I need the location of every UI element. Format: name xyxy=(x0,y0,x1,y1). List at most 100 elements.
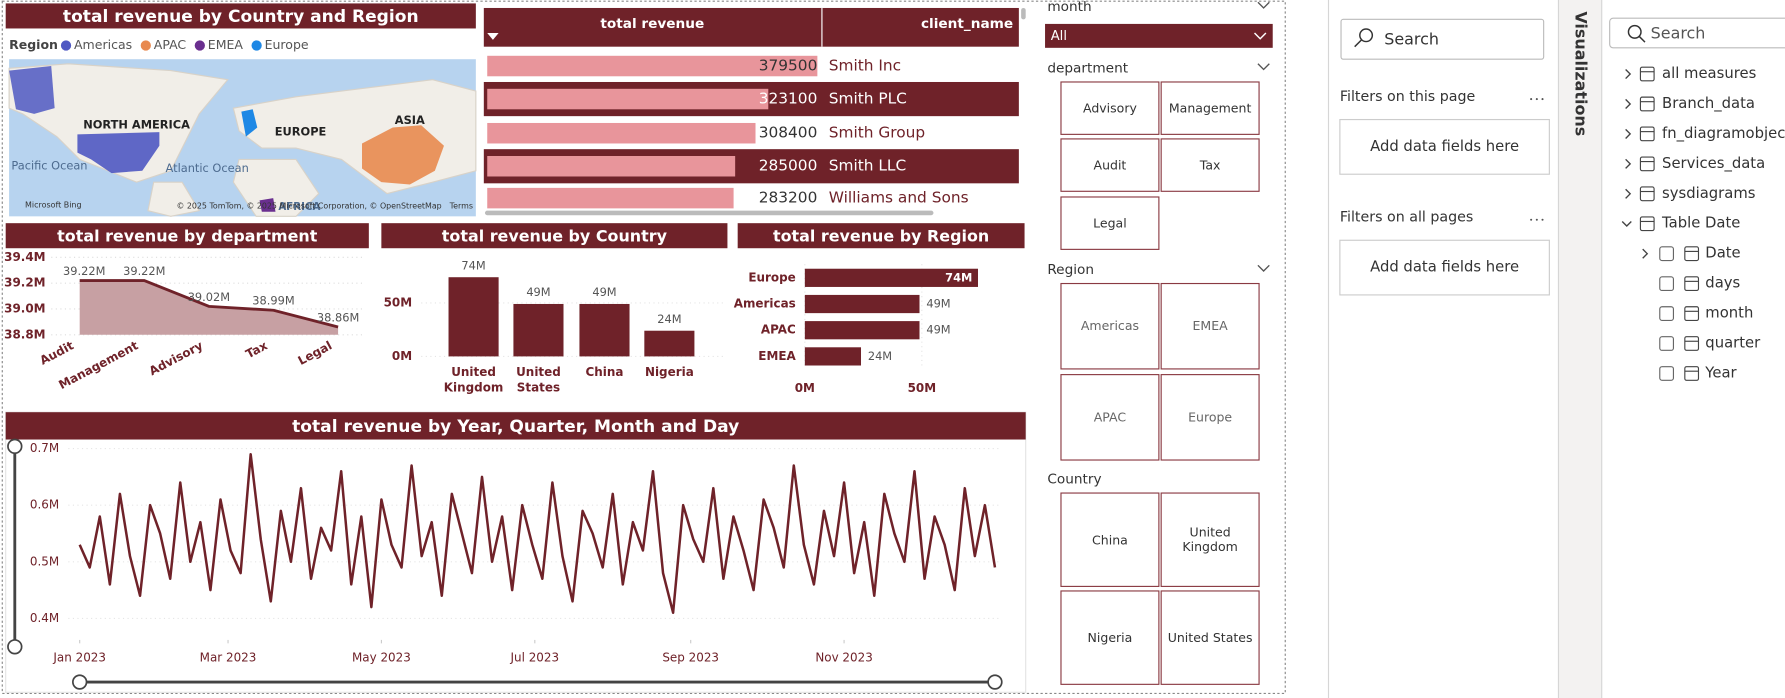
slicer-tile-label-box[interactable]: Nigeria xyxy=(1064,591,1155,684)
slicer-tile[interactable] xyxy=(1160,138,1260,192)
more-icon[interactable] xyxy=(1541,218,1544,221)
slicer-tile-label[interactable]: APAC xyxy=(1093,409,1127,425)
data-label: 74M xyxy=(461,258,485,272)
expand-chevron[interactable] xyxy=(1625,98,1632,109)
field-label[interactable]: Table Date xyxy=(1661,215,1740,232)
column-header[interactable]: client_name xyxy=(921,16,1013,32)
field-label[interactable]: quarter xyxy=(1705,335,1761,352)
search-box[interactable] xyxy=(1609,17,1785,49)
revenue-bar xyxy=(487,88,769,110)
expand-chevron[interactable] xyxy=(1625,68,1632,80)
slicer-tile-label-box[interactable]: EMEA xyxy=(1165,284,1256,369)
slicer-tile[interactable] xyxy=(1060,81,1160,135)
slicer-tile[interactable] xyxy=(1060,282,1160,370)
slicer-tile-label[interactable]: Europe xyxy=(1188,409,1233,425)
expand-chevron[interactable] xyxy=(1625,158,1632,169)
field-label[interactable]: sysdiagrams xyxy=(1662,185,1755,202)
search-box[interactable] xyxy=(1340,18,1545,60)
slicer-tile-label-box[interactable]: China xyxy=(1064,493,1155,586)
x-tick-label: China xyxy=(585,365,624,380)
more-icon[interactable] xyxy=(1535,218,1538,221)
slicer-tile-label-box[interactable]: United Kingdom xyxy=(1165,493,1256,586)
slicer-tile[interactable] xyxy=(1160,492,1260,587)
client-cell[interactable]: Williams and Sons xyxy=(829,189,969,207)
slicer-tile-label-box[interactable]: Advisory xyxy=(1064,82,1155,134)
zoom-slider-handle[interactable] xyxy=(72,674,88,690)
x-tick-label: Mar 2023 xyxy=(200,651,257,665)
slicer-tile[interactable] xyxy=(1060,374,1160,461)
expand-chevron[interactable] xyxy=(1625,188,1632,199)
legend-label[interactable]: APAC xyxy=(154,37,187,52)
slicer-tile-label-box[interactable]: United States xyxy=(1165,591,1256,684)
checkbox[interactable] xyxy=(1659,306,1675,321)
more-icon[interactable] xyxy=(1530,218,1533,221)
more-icon[interactable] xyxy=(1535,98,1538,101)
zoom-slider-handle[interactable] xyxy=(987,674,1003,690)
checkbox[interactable] xyxy=(1659,366,1675,381)
filter-well[interactable] xyxy=(1339,118,1550,175)
slicer-tile-label[interactable]: United States xyxy=(1167,630,1253,646)
expand-chevron[interactable] xyxy=(1642,248,1649,259)
slicer-tile-label-box[interactable]: APAC xyxy=(1064,375,1155,460)
slicer-tile-label-box[interactable]: Management xyxy=(1165,82,1256,134)
slicer-title: month xyxy=(1047,0,1091,15)
slicer-tile[interactable] xyxy=(1060,492,1160,587)
field-label[interactable]: days xyxy=(1705,275,1740,292)
filter-well[interactable] xyxy=(1339,239,1550,296)
field-label[interactable]: fn_diagramobjects xyxy=(1662,125,1785,142)
expand-chevron[interactable] xyxy=(1621,220,1632,227)
legend-label[interactable]: EMEA xyxy=(208,37,244,52)
legend-label[interactable]: Europe xyxy=(265,37,309,52)
column-header[interactable]: total revenue xyxy=(600,16,704,32)
slicer-tile-label[interactable]: Audit xyxy=(1093,157,1127,173)
slicer-tile-label[interactable]: EMEA xyxy=(1192,318,1228,334)
checkbox[interactable] xyxy=(1659,276,1675,292)
slicer-tile-label-box[interactable]: Europe xyxy=(1165,375,1256,460)
client-cell[interactable]: Smith Inc xyxy=(829,57,901,75)
client-cell[interactable]: Smith PLC xyxy=(829,90,907,108)
client-cell[interactable]: Smith LLC xyxy=(829,157,906,175)
dropdown[interactable] xyxy=(1045,23,1273,48)
map-attribution[interactable]: Terms xyxy=(449,202,473,211)
chevron xyxy=(1257,1,1270,9)
slicer-tile-label-box[interactable]: Legal xyxy=(1064,197,1155,249)
zoom-slider-handle[interactable] xyxy=(7,438,23,455)
slicer-tile-label[interactable]: China xyxy=(1092,532,1128,548)
map-region-europe xyxy=(241,109,258,137)
more-icon[interactable] xyxy=(1541,98,1544,101)
data-label: 49M xyxy=(526,285,550,299)
slicer-tile[interactable] xyxy=(1160,590,1260,685)
slicer-tile[interactable] xyxy=(1060,138,1160,192)
slicer-tile[interactable] xyxy=(1060,196,1160,250)
slicer-tile-label[interactable]: Management xyxy=(1168,100,1252,116)
pane-tab[interactable]: Visualizations xyxy=(1572,11,1591,136)
slicer-tile-label[interactable]: Tax xyxy=(1199,157,1221,173)
visual-title-bar xyxy=(737,223,1025,249)
zoom-slider-handle[interactable] xyxy=(7,639,23,655)
field-label[interactable]: month xyxy=(1705,305,1753,322)
slicer-tile-label[interactable]: Legal xyxy=(1093,215,1127,231)
slicer-tile-label[interactable]: Advisory xyxy=(1082,100,1137,116)
slicer-tile[interactable] xyxy=(1060,590,1160,685)
slicer-tile-label-box[interactable]: Tax xyxy=(1165,139,1256,191)
legend-label[interactable]: Americas xyxy=(74,37,132,52)
slicer-tile-label[interactable]: Americas xyxy=(1080,318,1140,334)
slicer-tile[interactable] xyxy=(1160,282,1260,370)
client-cell[interactable]: Smith Group xyxy=(829,124,925,142)
checkbox[interactable] xyxy=(1659,336,1675,351)
field-label[interactable]: Services_data xyxy=(1662,155,1765,172)
field-label[interactable]: Year xyxy=(1704,364,1737,381)
slicer-tile-label[interactable]: United Kingdom xyxy=(1182,524,1238,555)
y-tick-label: 50M xyxy=(384,295,412,309)
field-label[interactable]: all measures xyxy=(1662,65,1756,82)
slicer-tile-label-box[interactable]: Americas xyxy=(1064,284,1155,369)
slicer-tile[interactable] xyxy=(1160,81,1260,135)
more-icon[interactable] xyxy=(1530,98,1533,101)
slicer-tile[interactable] xyxy=(1160,374,1260,461)
field-label[interactable]: Date xyxy=(1705,245,1740,262)
checkbox[interactable] xyxy=(1659,246,1675,262)
slicer-tile-label[interactable]: Nigeria xyxy=(1087,630,1133,646)
field-label[interactable]: Branch_data xyxy=(1662,95,1755,112)
expand-chevron[interactable] xyxy=(1625,128,1632,139)
slicer-tile-label-box[interactable]: Audit xyxy=(1064,139,1155,191)
